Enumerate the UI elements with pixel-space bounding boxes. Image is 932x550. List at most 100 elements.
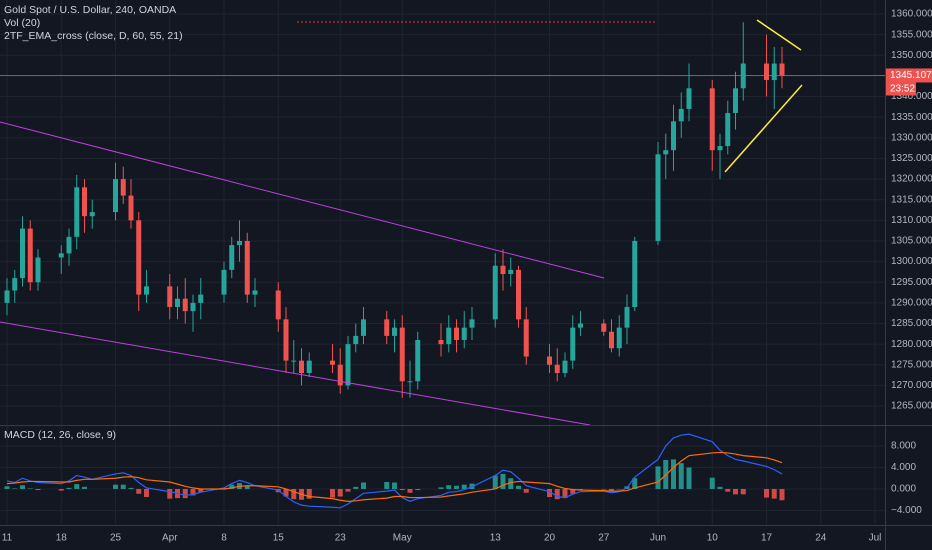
histogram-bar <box>399 488 405 491</box>
histogram-bar <box>66 487 72 489</box>
candle-body <box>27 228 33 283</box>
histogram-bar <box>353 486 359 489</box>
candle-body <box>779 63 785 76</box>
axes: 11 18 25 Apr 8 15 23 May 13 20 27 Jun 10 17 24 Jul 1265.… <box>2 9 932 544</box>
y-tick-label: 1335.000 <box>891 112 932 123</box>
price-badge-label: 1345.107 <box>890 70 932 81</box>
histogram-bar <box>144 488 149 498</box>
y-tick-label: 1315.000 <box>891 194 932 205</box>
x-tick-label: 27 <box>598 533 610 544</box>
x-tick-label: 18 <box>56 533 68 544</box>
histogram-bar <box>554 488 560 500</box>
x-tick-label: 23 <box>335 533 347 544</box>
candle-body <box>554 364 560 374</box>
candle-body <box>392 327 397 336</box>
candle-body <box>82 187 87 217</box>
wedge-line <box>724 84 803 173</box>
histogram-bar <box>244 485 250 489</box>
candle-body <box>237 240 242 246</box>
histogram-bar <box>35 488 41 491</box>
candle-body <box>725 113 731 147</box>
histogram-bar <box>764 488 769 498</box>
candle-body <box>601 323 607 332</box>
candle-body <box>678 108 684 122</box>
histogram-bar <box>12 488 18 489</box>
candle-body <box>175 298 180 307</box>
y-tick-label: 8.000 <box>891 441 916 452</box>
grid <box>0 0 885 525</box>
histogram-bar <box>345 488 351 492</box>
y-tick-label: 0.000 <box>891 484 916 495</box>
candle-body <box>120 179 126 196</box>
histogram-bar <box>632 478 638 489</box>
candle-body <box>4 290 10 303</box>
countdown-label: 23:52 <box>890 84 915 95</box>
histogram-bar <box>182 488 188 499</box>
histogram-bar <box>671 459 676 489</box>
candle-body <box>415 340 421 382</box>
candle-body <box>244 240 250 295</box>
x-tick-label: 13 <box>490 533 502 544</box>
candle-body <box>709 88 715 151</box>
x-tick-label: May <box>393 533 412 544</box>
histogram-bar <box>330 488 335 498</box>
x-tick-label: 11 <box>2 533 13 544</box>
histogram-bar <box>655 466 661 489</box>
candle-body <box>500 265 506 274</box>
histogram-bar <box>508 478 514 489</box>
candle-body <box>299 360 304 374</box>
x-tick-label: Jun <box>650 533 666 544</box>
histogram-bar <box>82 486 87 489</box>
wedge-line <box>756 19 802 51</box>
candle-body <box>492 265 498 320</box>
histogram-bar <box>27 488 33 489</box>
candle-body <box>508 269 514 274</box>
y-tick-label: 1360.000 <box>891 9 932 20</box>
histogram-bar <box>717 486 723 489</box>
y-tick-label: −4.000 <box>891 505 922 516</box>
histogram-bar <box>500 473 506 489</box>
candle-body <box>74 187 80 237</box>
macd-line <box>6 433 783 509</box>
y-tick-label: 1265.000 <box>891 401 932 412</box>
histogram-bar <box>229 484 235 489</box>
histogram-bar <box>686 467 692 489</box>
candle-body <box>609 331 614 349</box>
x-tick-label: Apr <box>162 533 178 544</box>
macd-title: MACD (12, 26, close, 9) <box>4 429 116 441</box>
candle-body <box>771 63 777 81</box>
candle-body <box>35 257 41 283</box>
histogram-bar <box>454 485 459 489</box>
y-tick-label: 1305.000 <box>891 236 932 247</box>
histogram-bar <box>392 482 397 489</box>
histogram-bar <box>407 488 413 493</box>
histogram-bar <box>678 463 684 489</box>
candle-body <box>283 319 289 361</box>
y-tick-label: 4.000 <box>891 462 916 473</box>
histogram-bar <box>415 488 421 491</box>
histogram-bar <box>74 484 80 489</box>
candle-body <box>337 364 343 386</box>
x-tick-label: 10 <box>707 533 719 544</box>
candle-body <box>578 323 583 328</box>
candle-body <box>446 327 452 345</box>
candle-body <box>306 360 312 374</box>
candle-body <box>616 327 622 349</box>
histogram-bar <box>601 488 607 490</box>
histogram-bar <box>291 488 297 500</box>
histogram-bar <box>20 485 25 489</box>
histogram-bar <box>136 488 142 494</box>
y-tick-label: 1295.000 <box>891 277 932 288</box>
candle-body <box>136 220 142 295</box>
histogram-bar <box>58 488 64 491</box>
y-tick-label: 1350.000 <box>891 50 932 61</box>
candle-body <box>113 179 118 213</box>
candle-body <box>655 154 661 241</box>
price-badge <box>886 68 932 83</box>
candle-body <box>469 319 475 328</box>
candle-body <box>740 63 746 89</box>
x-tick-label: 8 <box>221 533 227 544</box>
x-tick-label: 17 <box>761 533 773 544</box>
candle-body <box>516 269 521 320</box>
